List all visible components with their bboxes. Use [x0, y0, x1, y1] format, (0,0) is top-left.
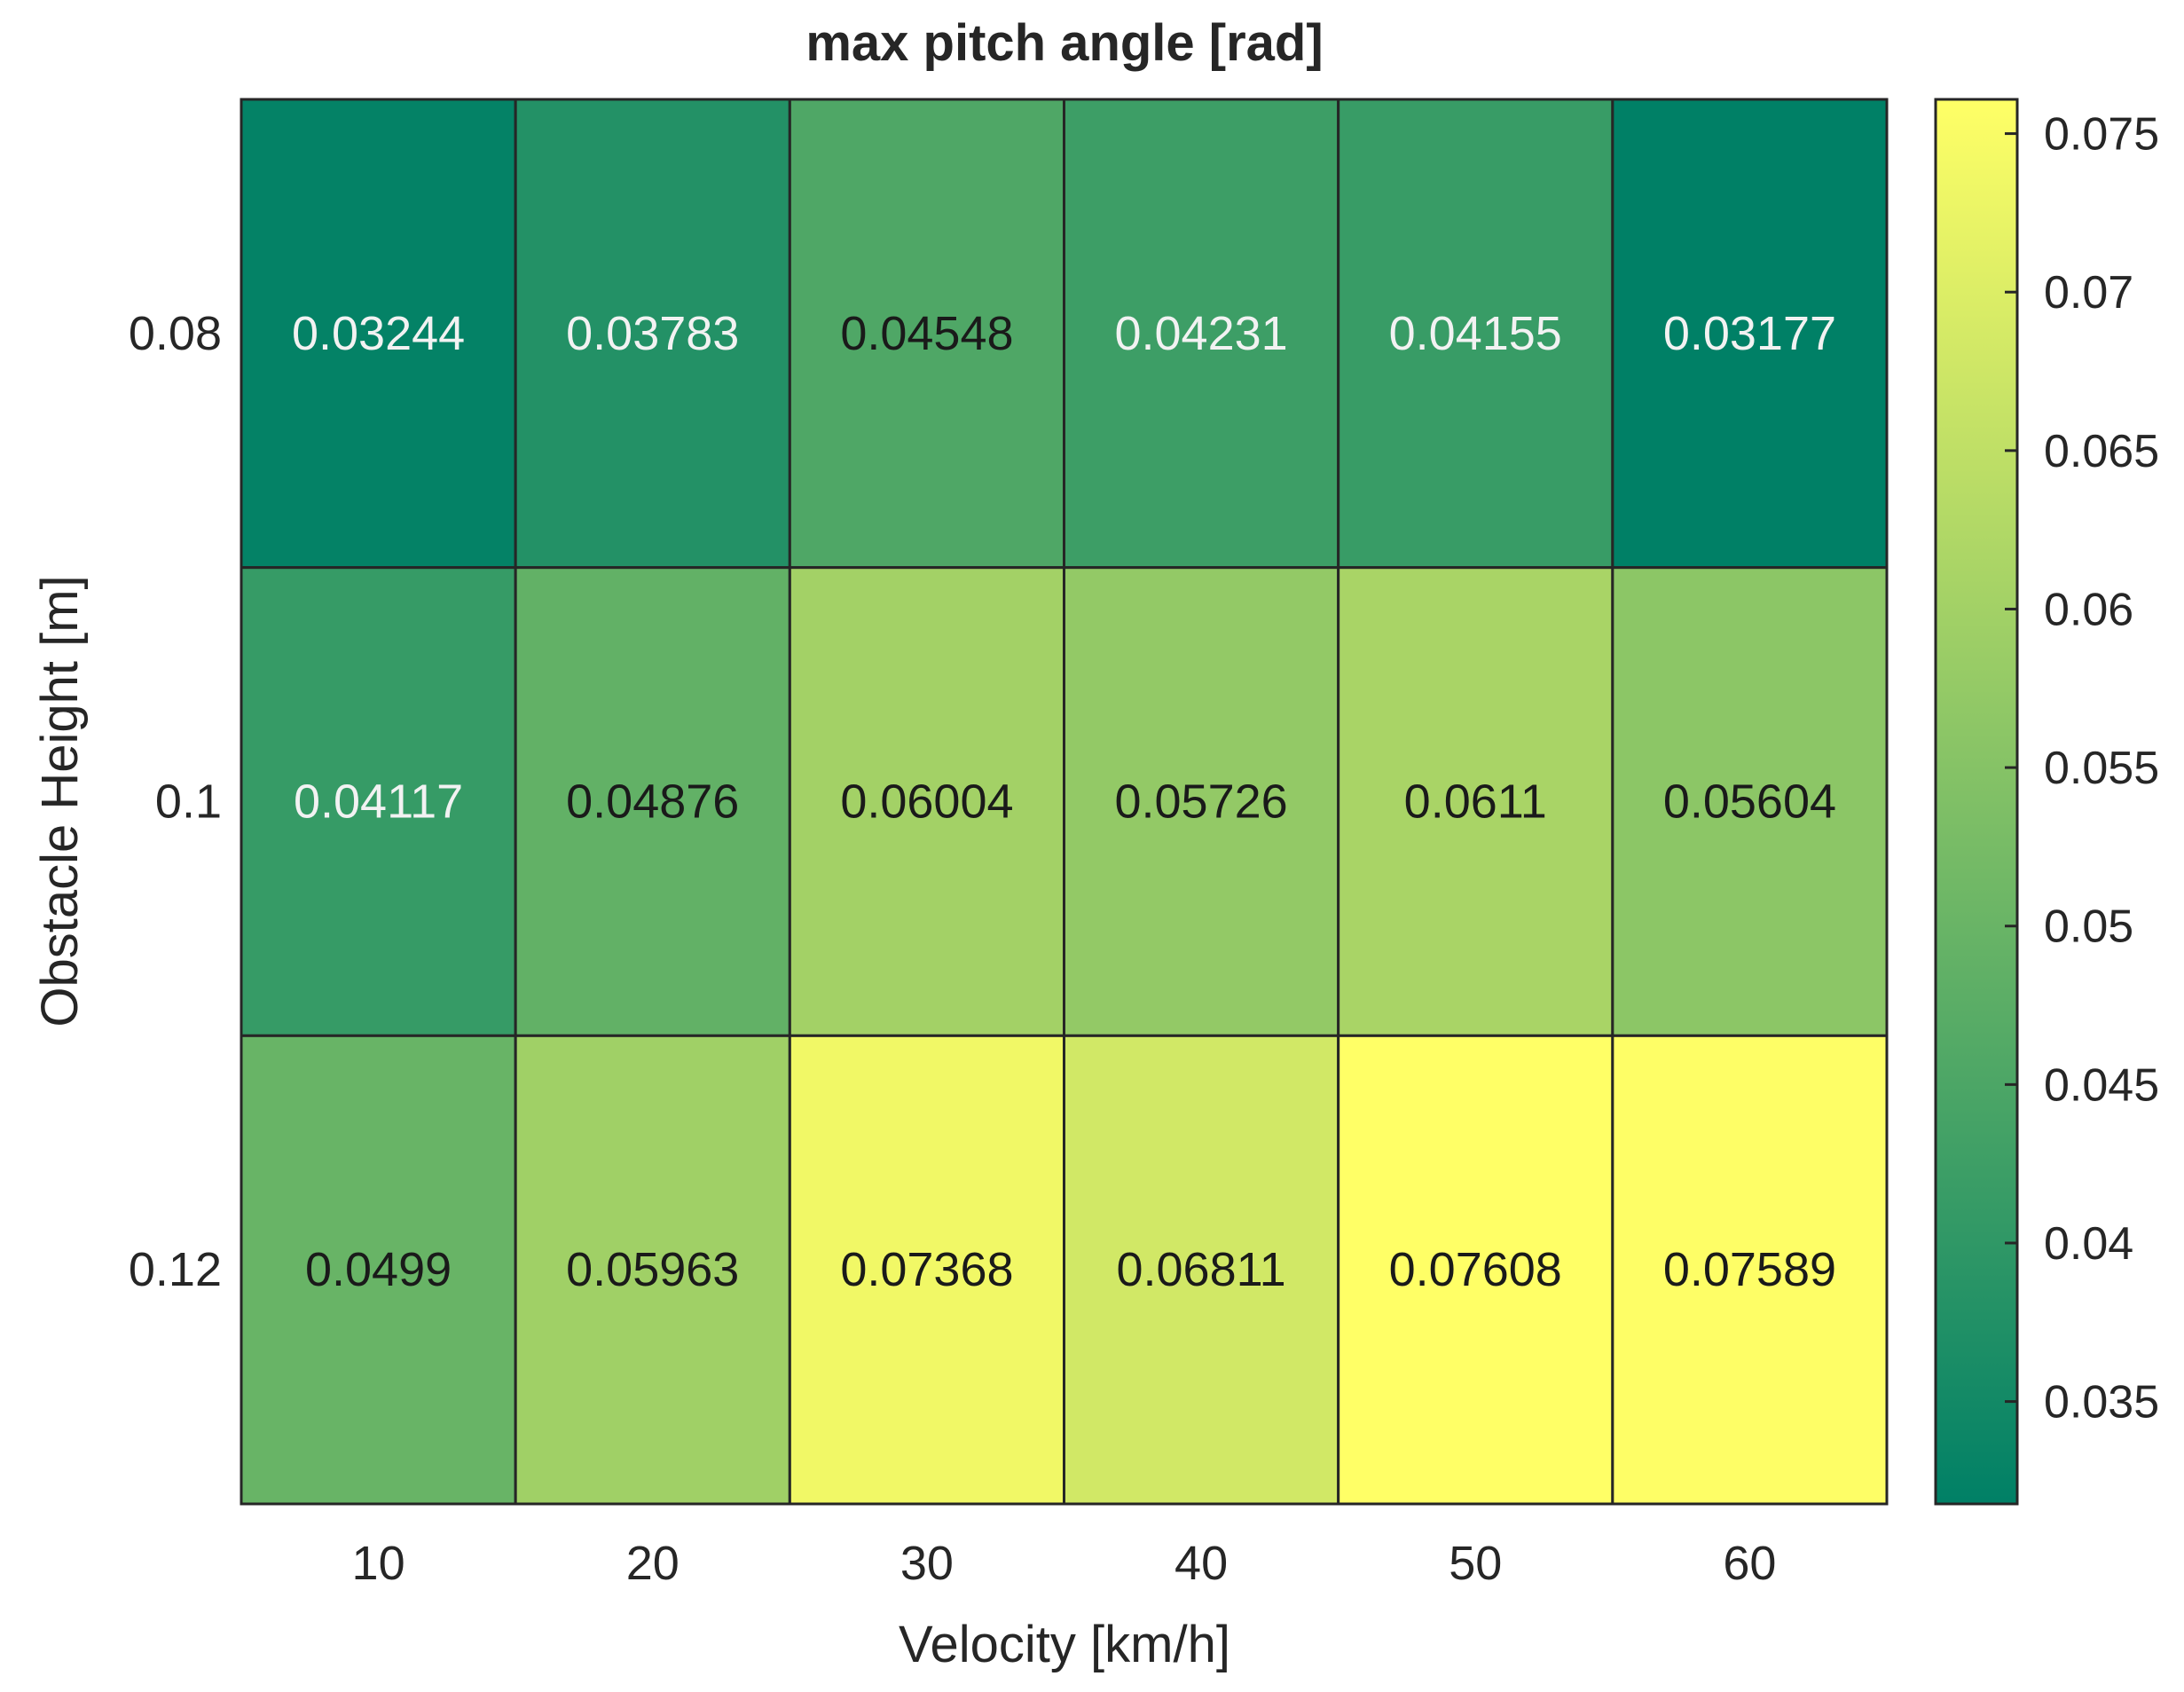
colorbar-tick-label: 0.04: [2044, 1218, 2133, 1270]
cell-value-label: 0.05726: [1114, 775, 1287, 829]
cell-value-label: 0.03244: [292, 307, 465, 360]
cell-value-label: 0.04117: [294, 775, 463, 829]
cell-value-label: 0.06004: [840, 775, 1013, 829]
cell-value-label: 0.07589: [1663, 1243, 1836, 1296]
heatmap-cell: [1063, 566, 1340, 1037]
cell-value-label: 0.06811: [1116, 1243, 1285, 1296]
colorbar-ticks: 0.035 0.04 0.045 0.05 0.055 0.06 0.065 0.07 0.07…: [2005, 109, 2159, 1428]
heatmap-cell: [1611, 98, 1889, 570]
y-tick-label: 0.1: [155, 775, 222, 829]
colorbar: [1934, 98, 2019, 1506]
x-tick-label: 10: [352, 1537, 405, 1590]
cell-value-label: 0.03783: [566, 307, 739, 360]
y-tick-label: 0.12: [129, 1243, 222, 1296]
colorbar-tick-label: 0.065: [2044, 426, 2159, 477]
heatmap-cells: [240, 98, 1889, 1506]
x-tick-label: 40: [1174, 1537, 1228, 1590]
colorbar-tick-label: 0.05: [2044, 901, 2133, 953]
heatmap-cell: [514, 566, 791, 1037]
cell-value-label: 0.04155: [1389, 307, 1562, 360]
colorbar-tick-label: 0.07: [2044, 267, 2133, 319]
cell-value-label: 0.0499: [305, 1243, 452, 1296]
x-tick-labels: 10 20 30 40 50 60: [352, 1537, 1777, 1590]
colorbar-tick-label: 0.045: [2044, 1059, 2159, 1111]
x-tick-label: 60: [1723, 1537, 1776, 1590]
cell-value-label: 0.04548: [840, 307, 1013, 360]
cell-value-label: 0.05963: [566, 1243, 739, 1296]
x-tick-label: 30: [900, 1537, 954, 1590]
cell-value-label: 0.07608: [1389, 1243, 1562, 1296]
cell-value-label: 0.0611: [1404, 775, 1547, 829]
colorbar-tick-label: 0.035: [2044, 1377, 2159, 1428]
heatmap-cell-labels: 0.03244 0.03783 0.04548 0.04231 0.04155 0.031…: [292, 307, 1836, 1296]
heatmap-cell: [788, 1034, 1065, 1506]
heatmap-cell: [1611, 566, 1889, 1037]
x-tick-label: 20: [626, 1537, 680, 1590]
y-axis-label: Obstacle Height [m]: [31, 575, 89, 1027]
heatmap-cell: [1063, 1034, 1340, 1506]
colorbar-tick-label: 0.06: [2044, 584, 2133, 635]
heatmap-cell: [240, 98, 517, 570]
y-tick-labels: 0.08 0.1 0.12: [129, 307, 222, 1296]
chart-title: max pitch angle [rad]: [805, 14, 1323, 72]
heatmap-cell: [1337, 1034, 1614, 1506]
cell-value-label: 0.03177: [1663, 307, 1836, 360]
cell-value-label: 0.07368: [840, 1243, 1013, 1296]
cell-value-label: 0.05604: [1663, 775, 1836, 829]
heatmap-cell: [1611, 1034, 1889, 1506]
plot-frame: [240, 98, 1889, 1506]
heatmap-cell: [514, 98, 791, 570]
cell-value-label: 0.04876: [566, 775, 739, 829]
heatmap-cell: [1337, 98, 1614, 570]
colorbar-tick-label: 0.075: [2044, 109, 2159, 161]
cell-value-label: 0.04231: [1114, 307, 1287, 360]
y-tick-label: 0.08: [129, 307, 222, 360]
x-tick-label: 50: [1449, 1537, 1502, 1590]
x-axis-label: Velocity [km/h]: [899, 1616, 1230, 1673]
colorbar-tick-label: 0.055: [2044, 743, 2159, 794]
heatmap-cell: [1063, 98, 1340, 570]
heatmap-cell: [514, 1034, 791, 1506]
heatmap-cell: [240, 1034, 517, 1506]
